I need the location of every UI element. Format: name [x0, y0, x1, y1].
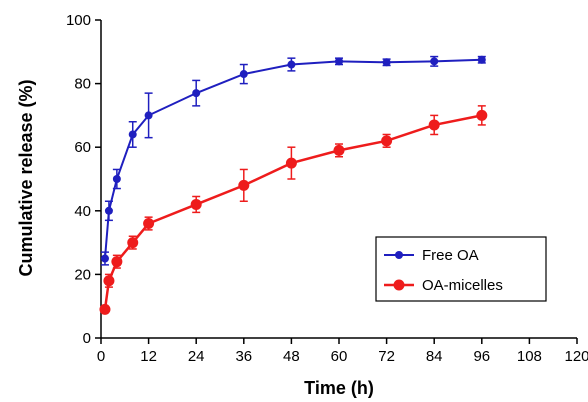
data-point — [128, 130, 137, 139]
series-free-oa — [100, 55, 486, 266]
data-point — [333, 144, 345, 156]
x-tick-label: 48 — [283, 348, 300, 365]
legend-marker-free-oa — [395, 251, 403, 259]
series-layer — [99, 55, 488, 315]
legend: Free OA OA-micelles — [375, 236, 547, 302]
x-tick-label: 60 — [331, 348, 348, 365]
x-tick-label: 96 — [473, 348, 490, 365]
x-tick-label: 36 — [235, 348, 252, 365]
data-point — [100, 254, 109, 263]
y-tick-label: 100 — [66, 12, 91, 29]
data-point — [112, 175, 121, 183]
data-point — [477, 55, 486, 64]
data-point — [239, 70, 248, 79]
x-tick-label: 72 — [378, 348, 395, 365]
data-point — [285, 157, 297, 169]
data-point — [381, 135, 393, 147]
x-tick-label: 24 — [188, 348, 205, 365]
legend-label-oa-micelles: OA-micelles — [422, 277, 503, 294]
data-point — [127, 237, 139, 249]
data-point — [238, 179, 250, 191]
data-point — [476, 109, 488, 121]
series-line-free-oa — [103, 58, 482, 259]
data-point — [104, 206, 113, 215]
y-tick-label: 0 — [83, 330, 91, 347]
series-oa-micelles — [99, 105, 488, 315]
y-tick-label: 20 — [74, 266, 91, 283]
data-point — [143, 218, 155, 230]
y-axis-title: Cumulative release (%) — [16, 79, 36, 276]
x-tick-label: 120 — [564, 348, 588, 365]
data-point — [111, 256, 123, 268]
data-point — [335, 57, 343, 66]
y-tick-label: 80 — [74, 76, 91, 93]
y-tick-label: 40 — [74, 203, 91, 220]
data-point — [382, 58, 391, 67]
data-point — [287, 60, 296, 69]
legend-box — [375, 236, 547, 302]
data-point — [144, 111, 153, 120]
x-tick-label: 12 — [140, 348, 157, 365]
data-point — [428, 119, 440, 131]
axes: 0 20 40 60 80 100 0 12 24 36 48 60 72 84 96 108 120 — [66, 12, 588, 365]
legend-marker-oa-micelles — [393, 279, 405, 291]
x-tick-label: 84 — [426, 348, 443, 365]
data-point — [103, 275, 115, 287]
y-tick-label: 60 — [74, 139, 91, 156]
x-tick-label: 108 — [517, 348, 542, 365]
x-tick-label: 0 — [97, 348, 105, 365]
data-point — [430, 57, 439, 66]
data-point — [190, 198, 202, 210]
legend-label-free-oa: Free OA — [422, 247, 479, 264]
x-axis-title: Time (h) — [304, 378, 374, 398]
data-point — [99, 303, 111, 315]
data-point — [192, 89, 201, 98]
